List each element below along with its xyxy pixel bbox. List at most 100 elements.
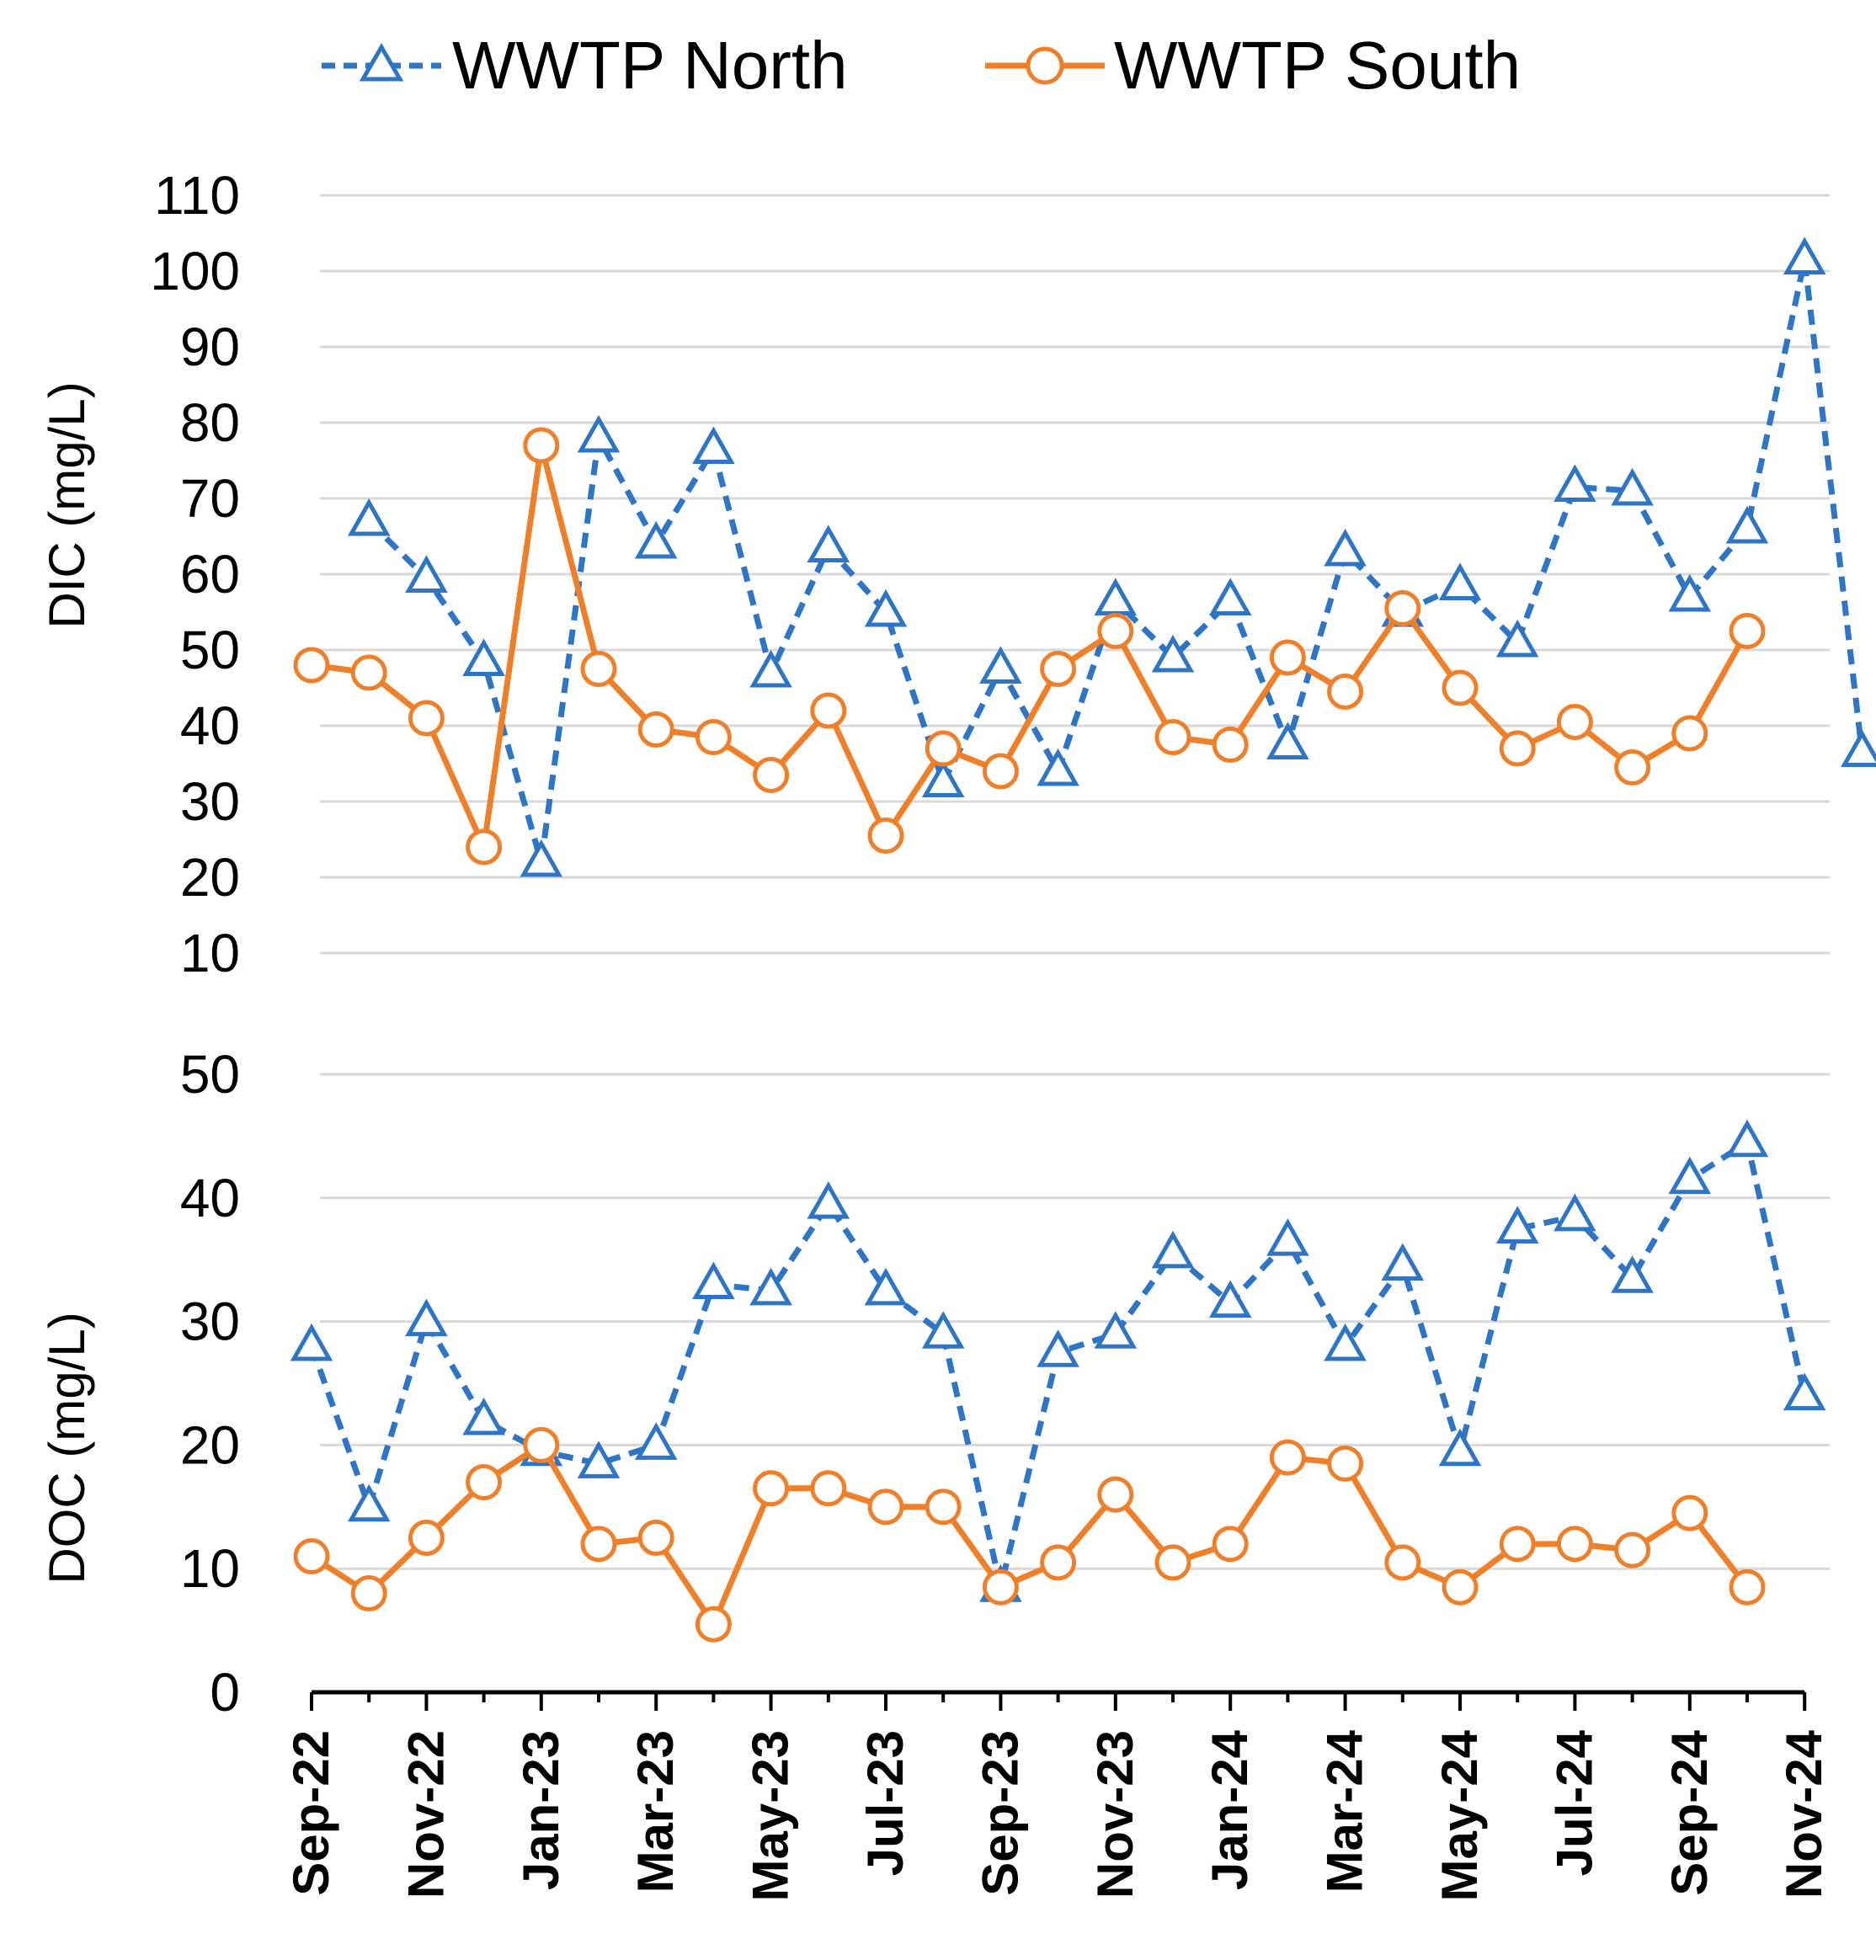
doc-north-point	[634, 1422, 678, 1460]
dic-south-point	[523, 427, 560, 464]
doc-south-point	[1269, 1439, 1306, 1476]
dic-north-point	[1554, 464, 1596, 502]
doc-x-tick-label: May-24	[1431, 1729, 1488, 1901]
dic-y-tick-label: 70	[180, 468, 240, 529]
dic-north-point	[1208, 578, 1252, 615]
doc-north-point	[347, 1483, 391, 1522]
doc-north-point	[1783, 1372, 1826, 1411]
dic-north-point	[1841, 729, 1876, 767]
doc-y-tick-label: 40	[180, 1168, 240, 1228]
doc-x-tick-label: Sep-24	[1661, 1729, 1718, 1895]
dic-panel: 10 20 30 40 50 60 70 80 90 100 110	[150, 165, 1876, 983]
dic-south-point	[1442, 669, 1479, 706]
doc-x-tick-label: Jul-24	[1546, 1729, 1602, 1876]
doc-x-tick-label: Jan-24	[1202, 1729, 1258, 1890]
legend: WWTP North WWTP South	[322, 28, 1521, 103]
dic-y-tick-label: 30	[180, 771, 240, 832]
doc-north-point	[1151, 1230, 1195, 1269]
doc-x-tick-label: Jul-23	[857, 1730, 914, 1876]
dic-y-tick-label: 40	[180, 695, 240, 756]
dic-y-tick-label: 90	[180, 317, 240, 377]
doc-south-point	[1097, 1476, 1134, 1513]
doc-north-point	[1554, 1193, 1596, 1232]
dic-north-point	[1037, 748, 1079, 786]
dic-north-point	[1783, 237, 1826, 274]
legend-south-marker	[1026, 46, 1064, 85]
doc-y-tick-label: 20	[180, 1414, 240, 1475]
legend-north-label: WWTP North	[452, 28, 848, 103]
dic-south-point	[350, 654, 387, 691]
dic-south-point	[810, 692, 847, 729]
doc-x-tick-label: Sep-22	[283, 1730, 339, 1896]
doc-x-tick-label: Sep-23	[972, 1730, 1028, 1896]
dic-north-point	[1324, 528, 1367, 567]
doc-north-point	[1438, 1428, 1482, 1467]
doc-north-point	[749, 1267, 792, 1306]
dic-north-point	[979, 646, 1022, 684]
doc-north-point	[577, 1441, 621, 1478]
doc-south-point	[1614, 1531, 1651, 1569]
doc-north-point	[807, 1181, 850, 1219]
dic-south-point	[982, 753, 1019, 790]
doc-south-point	[867, 1489, 904, 1526]
dic-south-point	[925, 730, 962, 767]
doc-north-point	[405, 1298, 448, 1337]
doc-south-point	[637, 1520, 674, 1556]
dic-south-point	[1212, 727, 1249, 763]
doc-south-point	[1212, 1526, 1249, 1563]
doc-x-tick-label: Nov-22	[397, 1730, 454, 1899]
doc-north-point	[1381, 1243, 1425, 1281]
dic-north-point	[1094, 578, 1138, 615]
doc-north-point	[1037, 1329, 1079, 1367]
doc-south-point	[293, 1538, 330, 1575]
dic-south-point	[695, 719, 732, 755]
doc-north-point	[290, 1323, 333, 1361]
dic-north-point	[1266, 722, 1309, 759]
dic-axis-title: DIC (mg/L)	[39, 381, 95, 628]
doc-south-point	[408, 1520, 445, 1556]
doc-y-tick-label: 0	[210, 1662, 240, 1723]
doc-north-point	[864, 1267, 908, 1306]
doc-panel: 0 10 20 30 40 50 Sep-22 Nov-22 Jan-23 Mar-23 May-2…	[180, 1044, 1832, 1901]
doc-north-point	[1668, 1156, 1712, 1195]
doc-south-point	[1671, 1494, 1708, 1531]
dic-north-point	[807, 525, 850, 562]
doc-north-point	[1324, 1323, 1367, 1361]
dic-y-tick-label: 110	[154, 165, 240, 226]
doc-x-tick-label: Nov-23	[1087, 1730, 1143, 1899]
dic-south-point	[1154, 719, 1191, 755]
doc-south-point	[1040, 1544, 1077, 1581]
dic-south-point	[1327, 674, 1364, 710]
dic-north-point	[520, 839, 563, 877]
dic-north-point	[634, 520, 678, 559]
dic-north-point	[577, 414, 621, 453]
dic-y-tick-label: 60	[180, 544, 240, 605]
dic-north-point	[1725, 505, 1769, 544]
doc-y-tick-label: 10	[180, 1538, 240, 1599]
dic-south-point	[637, 711, 674, 748]
dic-south-point	[580, 651, 617, 687]
dic-south-point	[753, 757, 790, 793]
dic-y-tick-label: 100	[150, 241, 240, 301]
doc-y-tick-label: 30	[180, 1292, 240, 1352]
dic-north-point	[749, 649, 792, 688]
doc-south-point	[1384, 1544, 1421, 1581]
dic-south-point	[1269, 639, 1306, 676]
doc-south-point	[523, 1426, 560, 1463]
dic-south-point	[867, 818, 904, 854]
dic-south-point	[466, 828, 503, 865]
dic-north-point	[921, 759, 965, 797]
dic-north-point	[1151, 634, 1195, 673]
doc-south-point	[695, 1606, 732, 1643]
doc-south-point	[753, 1470, 790, 1507]
doc-south-point	[810, 1470, 847, 1507]
doc-south-point	[1327, 1445, 1364, 1482]
dic-north-point	[692, 426, 735, 464]
dic-south-point	[1097, 613, 1134, 649]
doc-south-point	[1729, 1569, 1766, 1606]
dic-y-tick-label: 80	[180, 392, 240, 453]
dic-south-point	[1556, 704, 1593, 740]
dic-south-point	[1040, 651, 1077, 687]
doc-north-point	[462, 1397, 505, 1435]
dic-y-tick-label: 10	[180, 923, 240, 983]
